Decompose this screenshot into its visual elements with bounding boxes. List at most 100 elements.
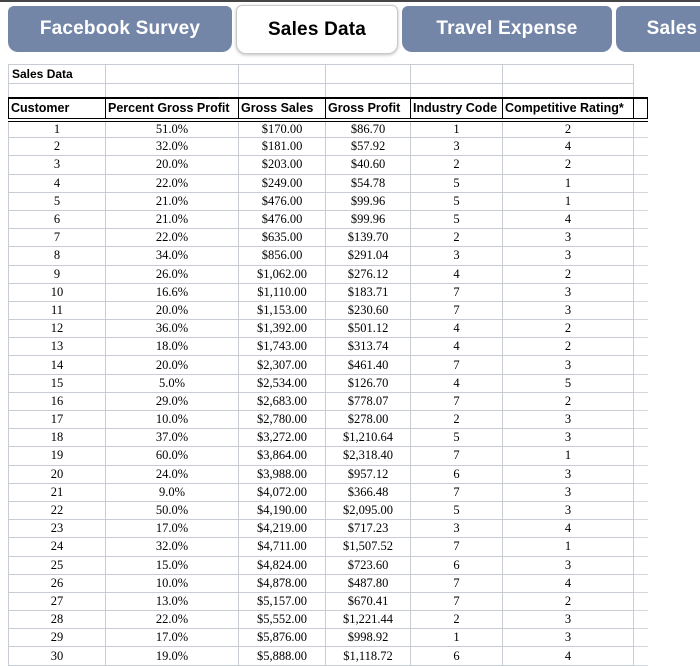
cell[interactable]: 13.0% [105,591,239,612]
cell[interactable] [410,64,503,84]
cell[interactable]: 20.0% [105,155,239,175]
cell[interactable]: 6 [410,464,503,484]
cell[interactable]: 5 [410,173,503,193]
cell[interactable]: 51.0% [105,118,239,139]
cell[interactable]: 10 [8,282,106,302]
cell[interactable]: 14 [8,355,106,375]
cell[interactable]: $181.00 [238,137,326,157]
cell[interactable]: 3 [502,300,634,321]
cell[interactable]: 50.0% [105,500,239,521]
column-header-industry-code[interactable]: Industry Code [410,96,503,122]
cell[interactable]: $249.00 [238,173,326,193]
cell[interactable]: $476.00 [238,191,326,211]
cell[interactable]: $313.74 [325,337,411,357]
cell[interactable]: $2,095.00 [325,500,411,521]
cell[interactable]: $276.12 [325,264,411,284]
cell[interactable]: 6 [410,646,503,666]
cell[interactable]: 2 [502,591,634,612]
cell[interactable]: 4 [502,519,634,539]
cell[interactable]: 16 [8,391,106,412]
cell[interactable]: 23 [8,519,106,539]
column-header-percent-gross-profit[interactable]: Percent Gross Profit [105,96,239,122]
cell[interactable]: 3 [502,228,634,248]
cell[interactable]: 7 [410,482,503,502]
cell[interactable]: 2 [502,337,634,357]
cell[interactable]: $291.04 [325,246,411,266]
cell[interactable]: $723.60 [325,555,411,575]
cell[interactable]: 7 [410,573,503,593]
cell[interactable]: 6 [410,555,503,575]
cell[interactable]: 28 [8,610,106,630]
cell[interactable]: $1,210.64 [325,428,411,448]
cell[interactable]: 20 [8,464,106,484]
cell[interactable]: 22.0% [105,173,239,193]
cell[interactable]: 2 [502,319,634,339]
cell[interactable]: $957.12 [325,464,411,484]
cell[interactable]: $1,118.72 [325,646,411,666]
cell[interactable]: $998.92 [325,628,411,648]
tab-facebook-survey[interactable]: Facebook Survey [8,6,232,52]
cell[interactable]: 3 [502,482,634,502]
cell[interactable]: $1,110.00 [238,282,326,302]
cell[interactable]: 34.0% [105,246,239,266]
cell[interactable] [105,83,239,98]
cell[interactable]: 24 [8,537,106,557]
column-header-competitive-rating[interactable]: Competitive Rating* [502,96,634,122]
cell[interactable]: 21.0% [105,209,239,230]
cell[interactable] [238,83,326,98]
cell[interactable]: $4,219.00 [238,519,326,539]
cell[interactable]: $57.92 [325,137,411,157]
cell[interactable]: 37.0% [105,428,239,448]
cell[interactable]: $4,711.00 [238,537,326,557]
cell[interactable]: 9.0% [105,482,239,502]
column-header-gross-profit[interactable]: Gross Profit [325,96,411,122]
cell[interactable]: 1 [8,118,106,139]
cell[interactable]: 5 [410,500,503,521]
cell[interactable]: $635.00 [238,228,326,248]
cell[interactable]: 17 [8,409,106,430]
cell[interactable]: $2,534.00 [238,373,326,393]
cell[interactable]: $501.12 [325,319,411,339]
cell[interactable]: $126.70 [325,373,411,393]
cell[interactable]: 3 [410,137,503,157]
cell[interactable]: $717.23 [325,519,411,539]
cell[interactable]: 32.0% [105,537,239,557]
cell[interactable]: $99.96 [325,191,411,211]
cell[interactable]: 4 [410,337,503,357]
cell[interactable]: $476.00 [238,209,326,230]
cell[interactable]: 32.0% [105,137,239,157]
cell[interactable]: $86.70 [325,118,411,139]
cell[interactable]: $5,888.00 [238,646,326,666]
cell[interactable]: $99.96 [325,209,411,230]
cell[interactable]: 1 [502,191,634,211]
cell[interactable]: 1 [502,446,634,466]
cell[interactable]: 4 [410,373,503,393]
cell[interactable]: 1 [502,537,634,557]
cell[interactable] [502,64,634,84]
cell[interactable]: 4 [502,646,634,666]
tab-sales-data[interactable]: Sales Data [236,5,398,54]
cell[interactable]: 2 [502,391,634,412]
cell[interactable]: $856.00 [238,246,326,266]
cell[interactable]: $183.71 [325,282,411,302]
cell[interactable]: 13 [8,337,106,357]
cell[interactable]: 7 [410,282,503,302]
cell[interactable]: 4 [502,573,634,593]
cell[interactable]: 29 [8,628,106,648]
cell[interactable]: 1 [502,173,634,193]
cell[interactable]: $230.60 [325,300,411,321]
cell[interactable] [105,64,239,84]
cell[interactable]: $487.80 [325,573,411,593]
cell[interactable]: 9 [8,264,106,284]
cell[interactable]: 22.0% [105,228,239,248]
cell[interactable]: 11 [8,300,106,321]
cell[interactable]: 15 [8,373,106,393]
cell[interactable]: 5 [502,373,634,393]
cell[interactable]: 5 [410,428,503,448]
cell[interactable]: $1,062.00 [238,264,326,284]
cell[interactable]: 2 [410,610,503,630]
cell[interactable]: $4,824.00 [238,555,326,575]
cell[interactable] [325,64,411,84]
cell[interactable] [410,83,503,98]
cell[interactable]: 19.0% [105,646,239,666]
